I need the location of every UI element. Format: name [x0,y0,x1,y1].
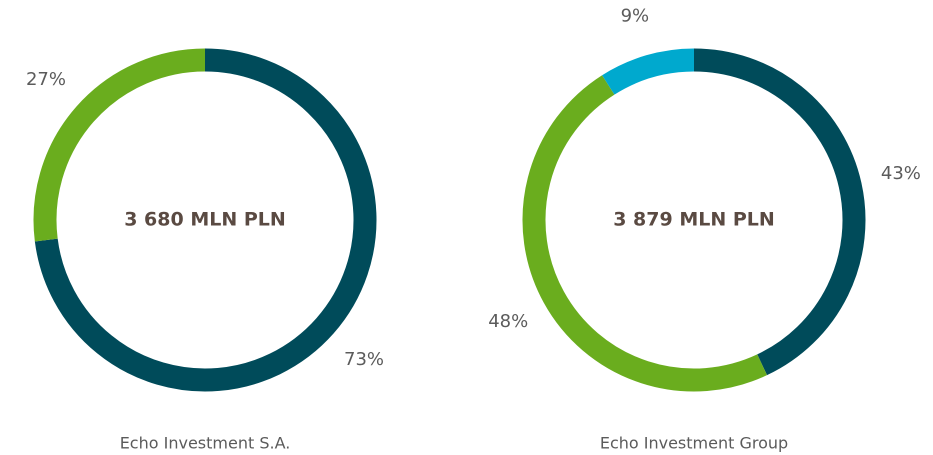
chart-caption: Echo Investment S.A. [120,434,291,453]
donut-segment [693,48,866,376]
value-label: 48% [488,311,528,332]
donut-segment [602,48,695,95]
center-text: 3 879 MLN PLN [613,209,775,231]
donut-segment [33,48,206,242]
chart-caption: Echo Investment Group [600,434,788,453]
value-label: 9% [621,5,650,26]
value-label: 43% [881,163,921,184]
value-label: 27% [26,69,66,90]
donut-segment [34,48,377,392]
value-label: 73% [344,349,384,370]
center-text: 3 680 MLN PLN [124,209,286,231]
donut-segment [522,75,768,392]
